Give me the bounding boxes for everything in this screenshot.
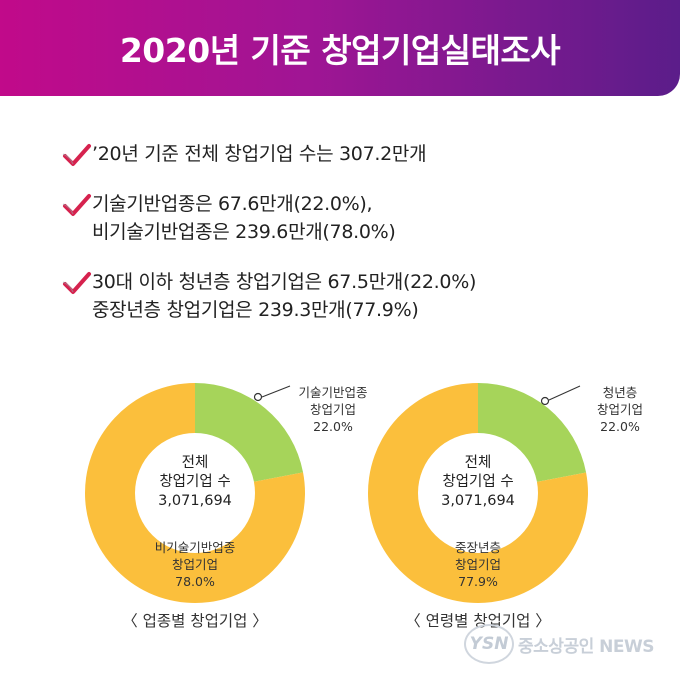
leader-line [548, 385, 581, 401]
leader-line [261, 385, 291, 398]
pie-slice-1 [195, 382, 304, 484]
slice-label-line: 창업기업 [309, 402, 356, 417]
pie-slice-2 [367, 383, 588, 604]
slice-label-line: 기술기반업종 [298, 385, 368, 400]
slice-label-middle-aged: 중장년층 창업기업 77.9% [418, 539, 538, 590]
checkmark-icon [62, 272, 91, 294]
center-title-line: 전체 [181, 455, 209, 471]
summary-list: ’20년 기준 전체 창업기업 수는 307.2만개 기술기반업종은 67.6만… [62, 140, 642, 346]
bullet-line: 중장년층 창업기업은 239.3만개(77.9%) [92, 299, 419, 321]
slice-label-youth: 청년층 창업기업 22.0% [575, 384, 665, 435]
page-title: 2020년 기준 창업기업실태조사 [119, 31, 561, 70]
bullet-line: 기술기반업종은 67.6만개(22.0%), [92, 193, 373, 215]
leader-dot [253, 392, 263, 402]
chart-caption: 〈 연령별 창업기업 〉 [405, 612, 551, 630]
slice-label-line: 비기술기반업종 [154, 540, 236, 555]
slice-label-line: 창업기업 [171, 557, 218, 572]
list-item: 30대 이하 청년층 창업기업은 67.5만개(22.0%) 중장년층 창업기업… [62, 268, 642, 324]
header-banner: 2020년 기준 창업기업실태조사 [0, 0, 680, 96]
center-title-line: 창업기업 수 [159, 474, 231, 490]
center-title-line: 전체 [464, 455, 492, 471]
checkmark-icon [62, 194, 91, 216]
leader-dot [540, 396, 550, 406]
center-value: 3,071,694 [158, 493, 232, 509]
chart-caption: 〈 업종별 창업기업 〉 [122, 612, 268, 630]
checkmark-icon [62, 144, 91, 166]
slice-value: 22.0% [313, 419, 353, 434]
slice-label-nontech: 비기술기반업종 창업기업 78.0% [135, 539, 255, 590]
list-item: 기술기반업종은 67.6만개(22.0%), 비기술기반업종은 239.6만개(… [62, 190, 642, 246]
center-title-line: 창업기업 수 [442, 474, 514, 490]
bullet-line: ’20년 기준 전체 창업기업 수는 307.2만개 [92, 143, 427, 165]
slice-value: 22.0% [600, 419, 640, 434]
pie-slice-1 [478, 383, 587, 484]
news-logo: YSN 중소상공인 NEWS [464, 624, 654, 664]
list-item: ’20년 기준 전체 창업기업 수는 307.2만개 [62, 140, 642, 168]
donut-center-label: 전체 창업기업 수 3,071,694 [135, 454, 255, 511]
bullet-line: 30대 이하 청년층 창업기업은 67.5만개(22.0%) [92, 271, 477, 293]
donut-hole [135, 433, 255, 553]
donut-center-label: 전체 창업기업 수 3,071,694 [418, 454, 538, 511]
slice-value: 78.0% [175, 574, 215, 589]
slice-label-line: 창업기업 [596, 402, 643, 417]
bullet-line: 비기술기반업종은 239.6만개(78.0%) [92, 221, 396, 243]
slice-value: 77.9% [458, 574, 498, 589]
donut-hole [418, 433, 538, 553]
center-value: 3,071,694 [441, 493, 515, 509]
logo-text: 중소상공인 NEWS [518, 636, 654, 657]
pie-slice-2 [84, 382, 305, 603]
slice-label-line: 청년층 [602, 385, 638, 400]
logo-mark-icon: YSN [464, 624, 515, 664]
slice-label-line: 중장년층 [454, 540, 501, 555]
slice-label-tech: 기술기반업종 창업기업 22.0% [283, 384, 383, 435]
slice-label-line: 창업기업 [454, 557, 501, 572]
